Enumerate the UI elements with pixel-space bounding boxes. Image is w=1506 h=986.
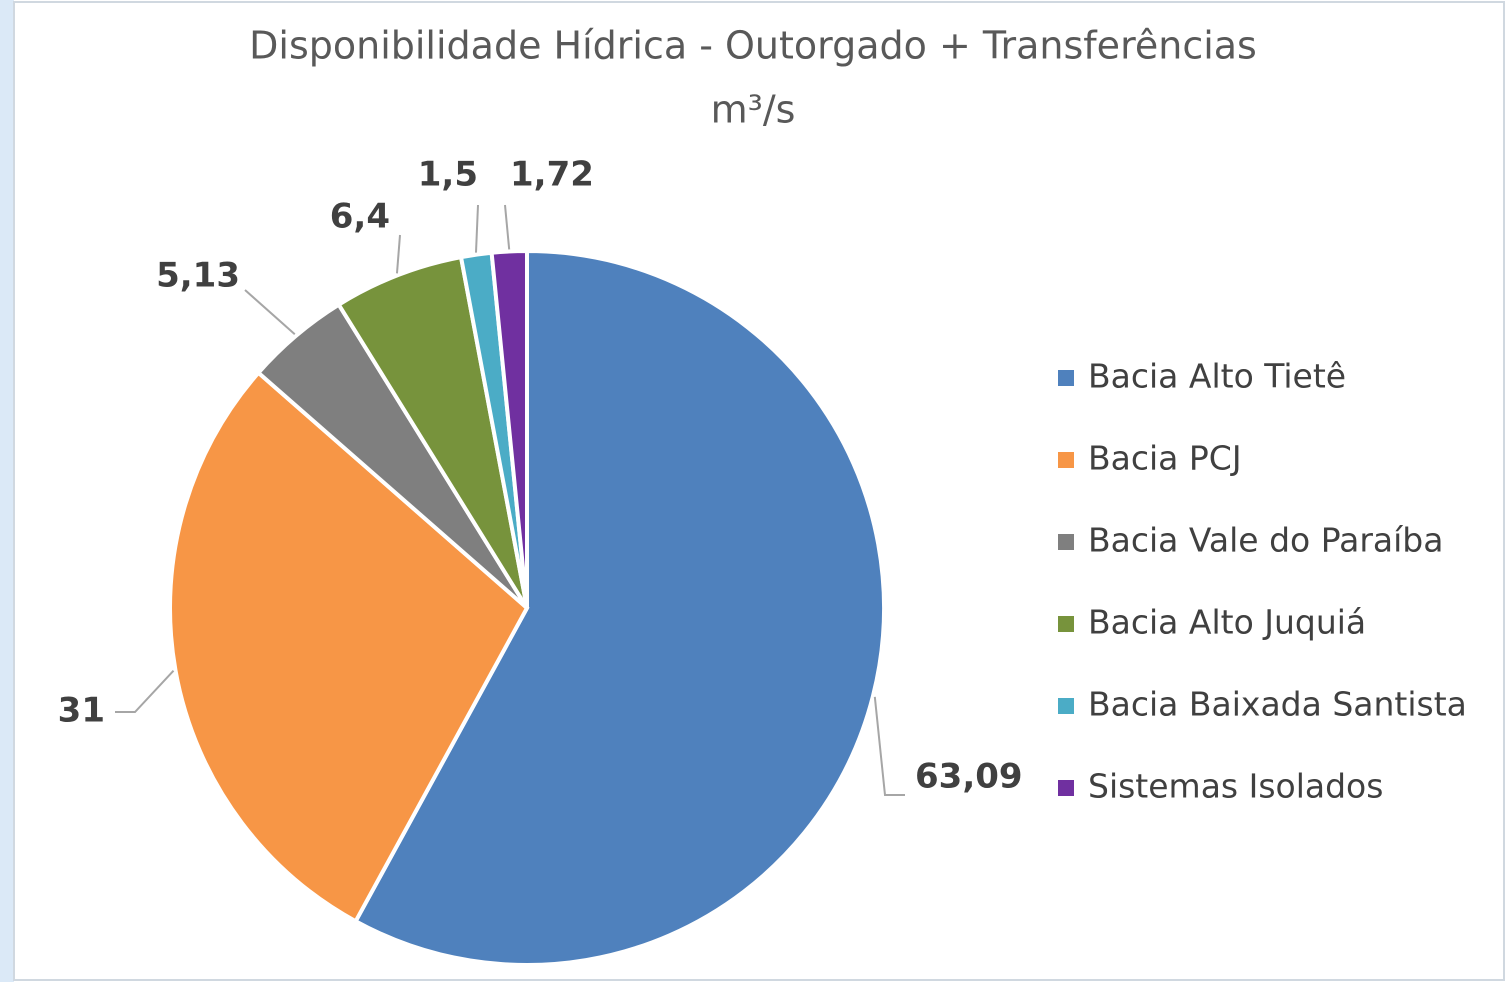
pie-slice [352, 248, 886, 967]
chart-title: Disponibilidade Hídrica - Outorgado + Tr… [249, 24, 1257, 68]
pie-slice [336, 254, 529, 610]
legend-swatch [1058, 780, 1074, 796]
legend-swatch [1058, 698, 1074, 714]
legend-label: Bacia Alto Tietê [1088, 357, 1346, 396]
pie-slice [168, 369, 530, 924]
frame-strip [0, 0, 14, 982]
legend-label: Bacia Alto Juquiá [1088, 603, 1366, 642]
data-label: 1,5 [418, 155, 478, 195]
pie-slice [489, 248, 529, 609]
leader-line [115, 669, 175, 713]
leader-line [244, 289, 296, 335]
legend-label: Sistemas Isolados [1088, 767, 1383, 806]
legend-swatch [1058, 452, 1074, 468]
legend-swatch [1058, 616, 1074, 632]
legend-label: Bacia Baixada Santista [1088, 685, 1467, 724]
data-label: 63,09 [915, 757, 1023, 797]
legend-label: Bacia PCJ [1088, 439, 1242, 478]
data-label: 5,13 [156, 256, 240, 296]
legend-swatch [1058, 370, 1074, 386]
data-label: 31 [58, 691, 105, 731]
legend-swatch [1058, 534, 1074, 550]
leader-line [504, 204, 511, 250]
leader-line [474, 204, 479, 253]
legend-label: Bacia Vale do Paraíba [1088, 521, 1443, 560]
leader-line [873, 696, 905, 796]
leader-line [395, 234, 401, 274]
chart-subtitle: m³/s [711, 88, 796, 132]
data-label: 6,4 [330, 197, 390, 237]
data-label: 1,72 [510, 155, 594, 195]
